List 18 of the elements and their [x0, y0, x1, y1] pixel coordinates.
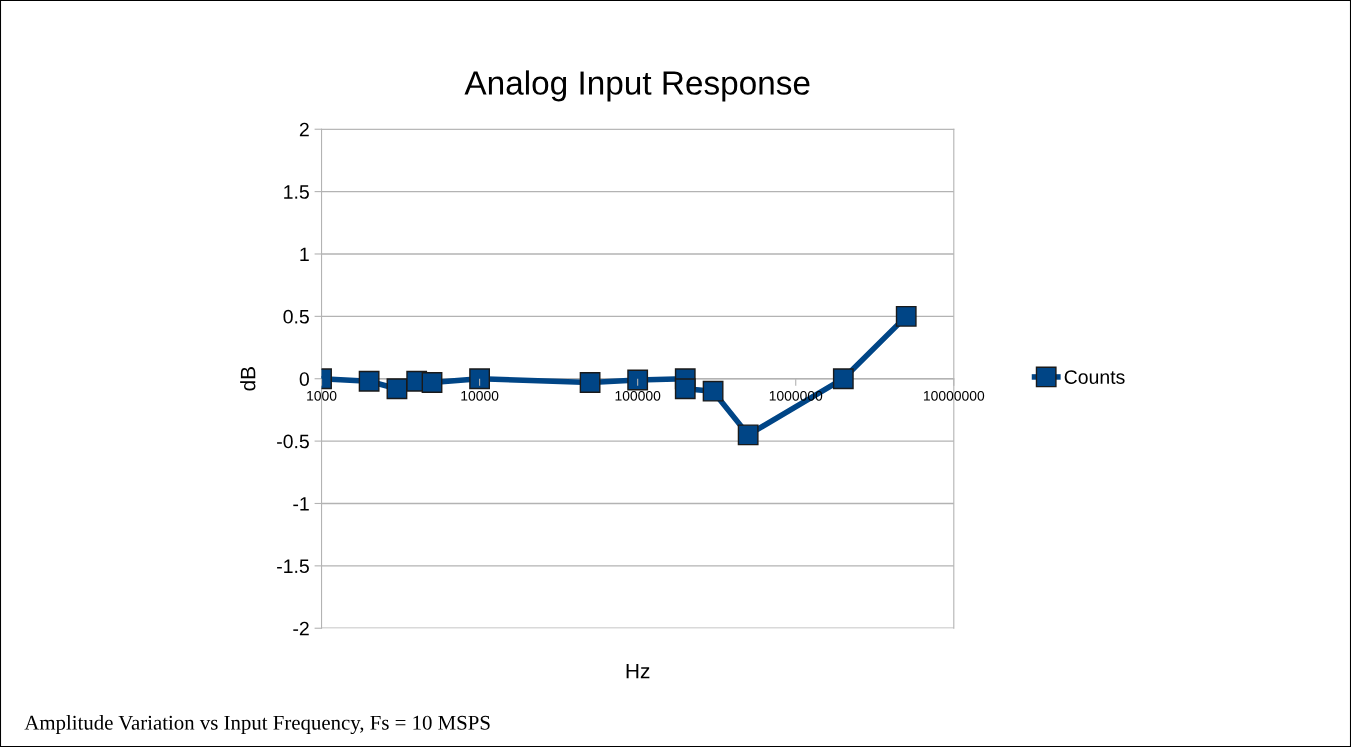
y-tick-label: 2 [299, 122, 309, 137]
y-tick-label: -1 [293, 497, 309, 511]
y-tick-label: 1 [300, 247, 309, 262]
y-tick-label: 1.5 [284, 185, 309, 199]
x-tick-label: 1000 [307, 390, 337, 401]
y-tick-label: -1.5 [277, 559, 309, 574]
x-tick-label: 100000 [615, 390, 661, 401]
legend-label: Counts [1064, 370, 1125, 384]
x-tick-label: 10000000 [923, 390, 985, 401]
text: Amplitude Variation vs Input Frequency, Fs = 10 MSPS [24, 715, 490, 735]
y-tick-label: -2 [293, 621, 309, 636]
chart-title: Analog Input Response [464, 70, 810, 102]
y-tick-label: -0.5 [277, 434, 309, 449]
y-tick-label: 0.5 [283, 309, 309, 324]
x-tick-label: 10000 [461, 390, 499, 401]
y-axis-title: dB [240, 367, 256, 391]
y-tick-label: 0 [299, 372, 309, 386]
x-axis-title: Hz [626, 663, 650, 679]
